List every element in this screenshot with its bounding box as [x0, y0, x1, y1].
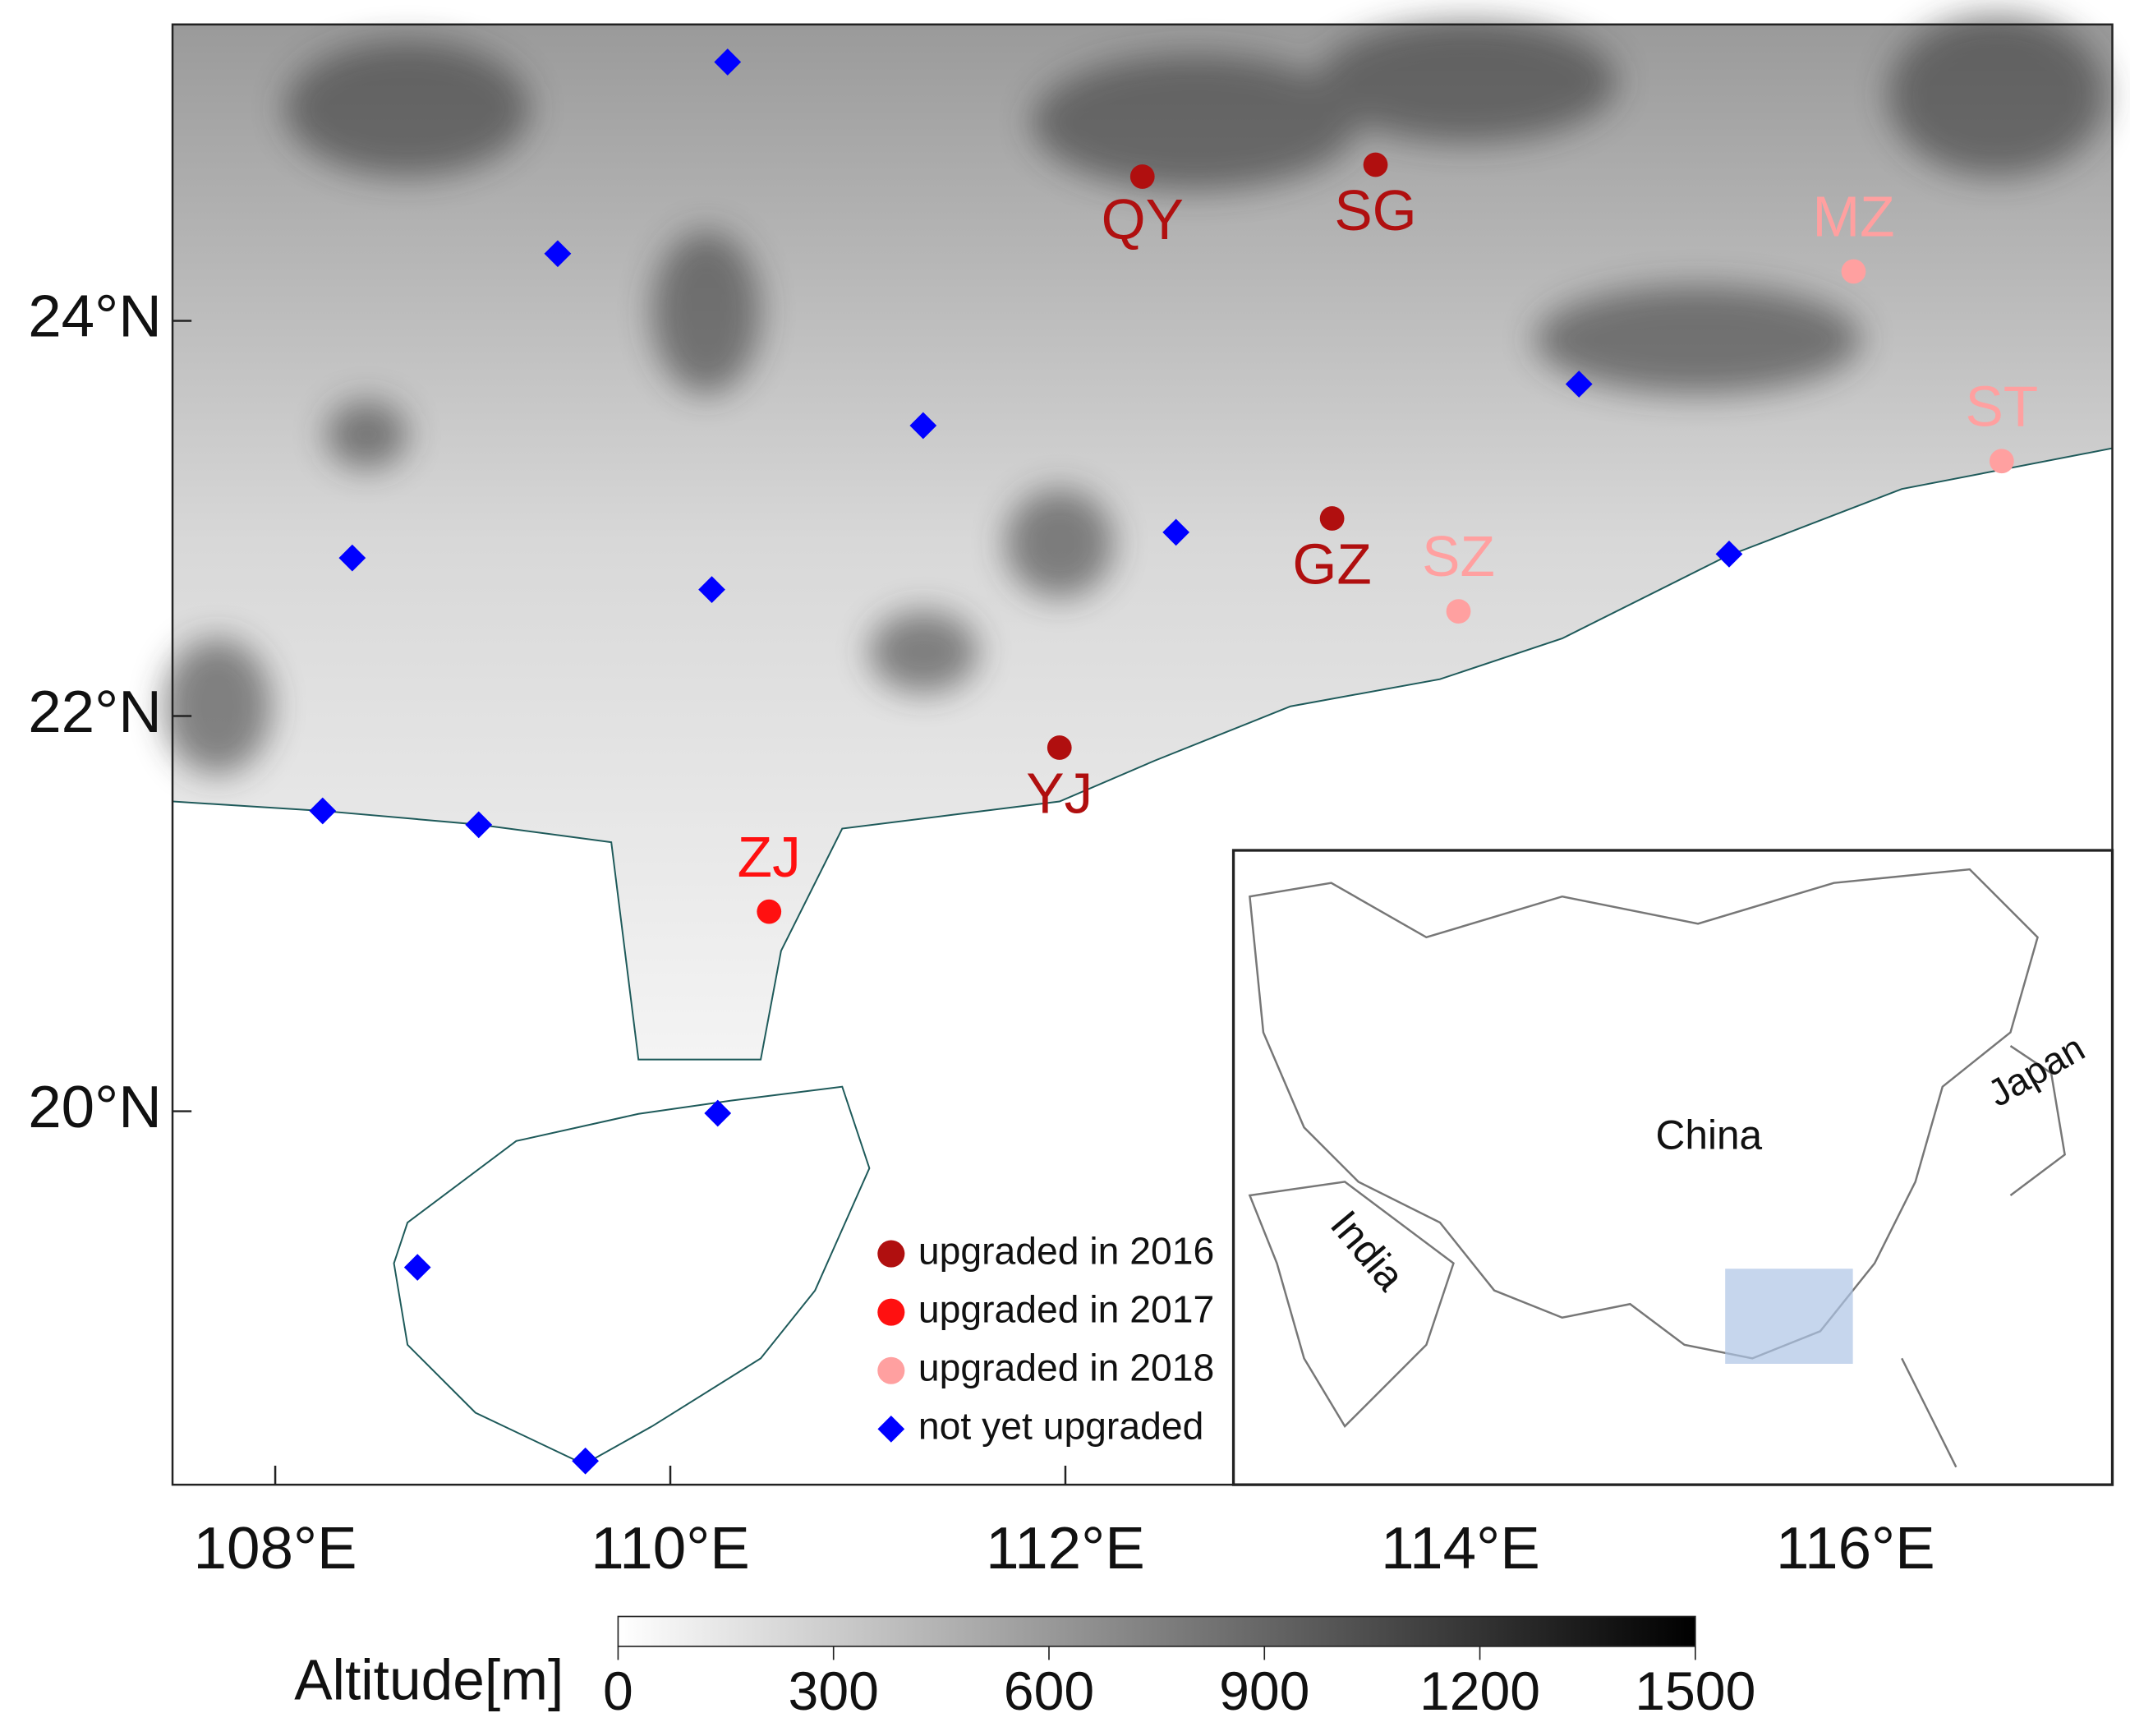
site-diamond [704, 1099, 732, 1127]
legend-marker [877, 1240, 905, 1268]
station-dot [1319, 506, 1345, 531]
legend-label: upgraded in 2017 [918, 1287, 1214, 1330]
colorbar-tick-label: 1200 [1419, 1661, 1540, 1722]
inset-frame [1231, 849, 2114, 1486]
axes-frame [171, 23, 2114, 1486]
site-diamond [1565, 371, 1593, 398]
study-area [1725, 1269, 1853, 1364]
colorbar-tick-label: 300 [789, 1661, 879, 1722]
legend-label: upgraded in 2016 [918, 1229, 1214, 1272]
inset-borders [1248, 868, 2066, 1468]
station-label: ZJ [738, 825, 801, 889]
y-tick-label: 20°N [28, 1074, 162, 1140]
colorbar-tick-label: 1500 [1635, 1661, 1755, 1722]
site-diamond [338, 544, 366, 572]
site-diamond [572, 1447, 599, 1475]
y-tick-label: 22°N [28, 679, 162, 745]
inset-label: China [1656, 1112, 1763, 1158]
station-dot [1129, 164, 1155, 189]
legend-label: upgraded in 2018 [918, 1346, 1214, 1388]
legend-marker [877, 1415, 905, 1443]
site-diamond [465, 811, 493, 839]
station-dot [1446, 599, 1471, 624]
station-dot [757, 899, 782, 924]
mountains [163, 13, 2106, 775]
station-dot [1989, 449, 2014, 474]
legend-marker [877, 1298, 905, 1326]
colorbar-title: Altitude[m] [294, 1648, 564, 1712]
station-label: ST [1965, 374, 2038, 438]
colorbar-tick-label: 600 [1004, 1661, 1094, 1722]
axes: 108°E 110°E 112°E 114°E 116°E 20°N 22°N 24°N [28, 23, 2114, 1582]
x-tick-label: 114°E [1381, 1515, 1540, 1582]
station-label: SG [1334, 178, 1416, 242]
station-label: YJ [1026, 762, 1093, 826]
colorbar-bar [617, 1615, 1696, 1647]
x-tick-label: 112°E [986, 1515, 1145, 1582]
legend-marker [877, 1356, 905, 1384]
inset-map: China India Japan [1231, 849, 2114, 1486]
colorbar-tick-label: 0 [603, 1661, 633, 1722]
station-label: SZ [1422, 524, 1495, 588]
x-tick-label: 116°E [1776, 1515, 1935, 1582]
y-tick-label: 24°N [28, 283, 162, 350]
station-label: MZ [1812, 185, 1894, 249]
legend-label: not yet upgraded [918, 1405, 1203, 1448]
station-label: QY [1102, 187, 1184, 251]
station-dot [1363, 152, 1388, 177]
colorbar: 0 300 600 900 1200 1500 Altitude[m] [294, 1615, 1755, 1722]
site-diamond [403, 1254, 431, 1281]
station-dot [1047, 735, 1072, 760]
station-dot [1841, 259, 1866, 284]
terrain [163, 13, 2114, 1485]
x-tick-label: 108°E [194, 1515, 357, 1582]
x-tick-label: 110°E [591, 1515, 750, 1582]
legend: upgraded in 2016 upgraded in 2017 upgraded… [877, 1229, 1214, 1448]
hainan [393, 1085, 871, 1466]
station-label: GZ [1292, 532, 1371, 596]
colorbar-tick-label: 900 [1219, 1661, 1309, 1722]
